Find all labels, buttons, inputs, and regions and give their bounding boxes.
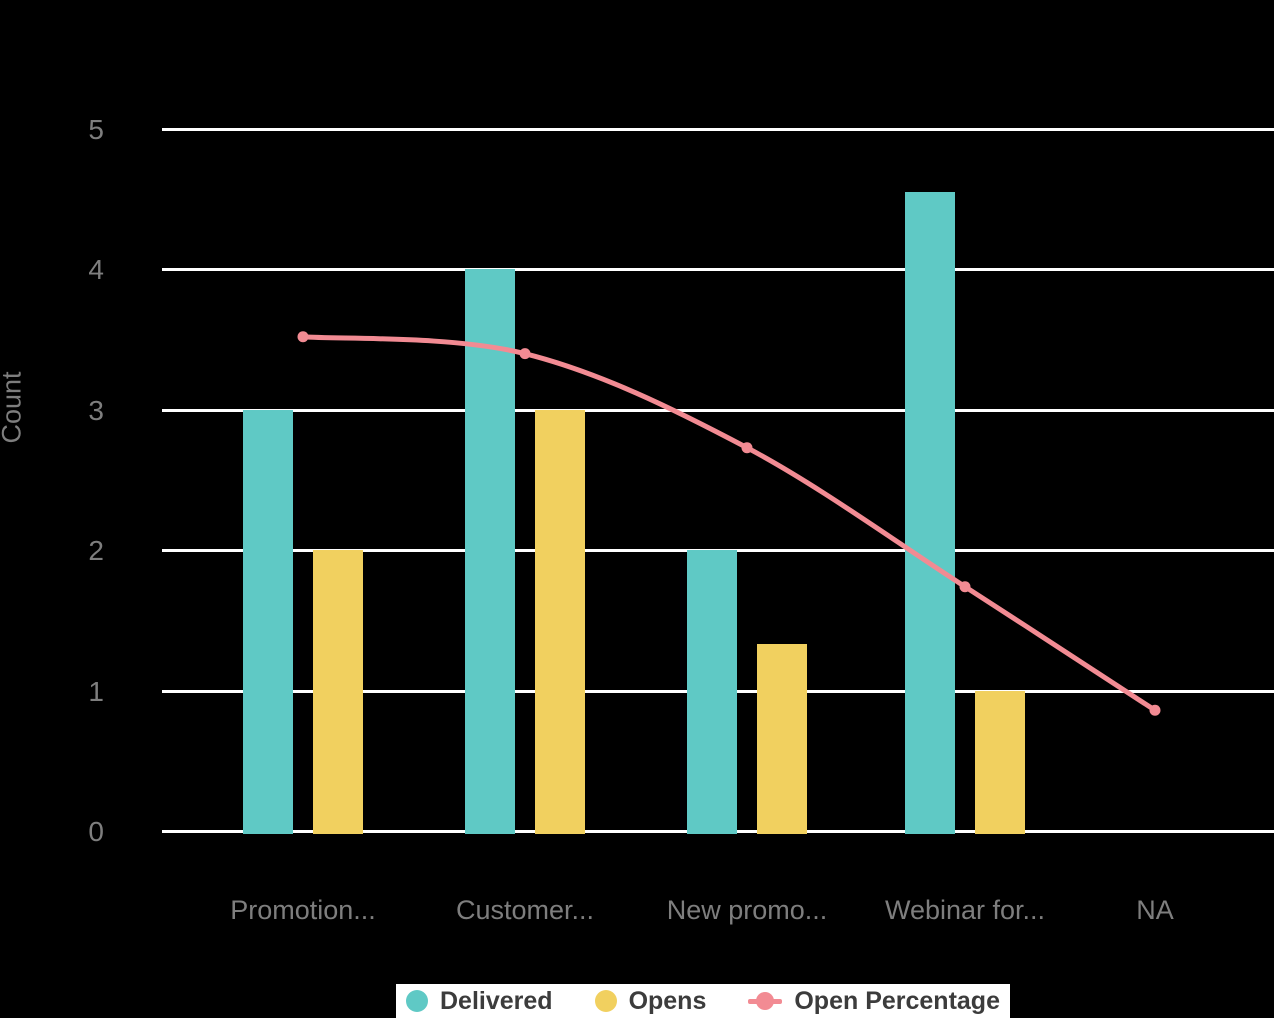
x-tick-promotion: Promotion...: [230, 895, 376, 925]
x-tick-customer: Customer...: [455, 895, 595, 925]
bar-delivered-customer[interactable]: [465, 269, 515, 834]
point-open-percentage-new-promo[interactable]: [741, 442, 753, 454]
y-tick-3: 3: [88, 394, 104, 426]
legend: Delivered Opens Open Percentage: [396, 984, 1010, 1018]
y-tick-0: 0: [88, 816, 104, 847]
point-open-percentage-na[interactable]: [1149, 704, 1161, 716]
line-open-percentage: [302, 334, 1157, 713]
point-open-percentage-promotion[interactable]: [297, 331, 309, 343]
legend-swatch-opens: [594, 990, 617, 1012]
point-open-percentage-customer[interactable]: [519, 348, 531, 360]
gridline-5: [162, 128, 1274, 131]
legend-label-opens: Opens: [628, 986, 707, 1015]
y-tick-1: 1: [88, 675, 104, 707]
legend-swatch-delivered: [406, 990, 428, 1012]
legend-item-opens[interactable]: Opens: [594, 986, 707, 1016]
y-tick-4: 4: [88, 254, 104, 286]
legend-label-delivered: Delivered: [440, 986, 553, 1015]
bar-delivered-new-promo[interactable]: [687, 550, 737, 834]
x-tick-webinar-for: Webinar for...: [884, 895, 1046, 925]
bar-opens-promotion[interactable]: [313, 550, 363, 834]
x-tick-new-promo: New promo...: [666, 895, 828, 925]
legend-item-open-percentage[interactable]: Open Percentage: [748, 987, 1000, 1016]
gridline-4: [162, 268, 1274, 272]
y-tick-5: 5: [88, 114, 104, 145]
gridline-3: [162, 408, 1274, 412]
bar-opens-new-promo[interactable]: [757, 644, 807, 834]
legend-label-open-percentage: Open Percentage: [794, 986, 1000, 1015]
bar-delivered-webinar-for[interactable]: [905, 192, 955, 834]
legend-item-delivered[interactable]: Delivered: [406, 987, 553, 1016]
bar-opens-webinar-for[interactable]: [975, 690, 1025, 834]
bar-opens-customer[interactable]: [535, 409, 585, 834]
bar-delivered-promotion[interactable]: [243, 409, 293, 834]
legend-line-swatch-open-percentage: [748, 992, 783, 1010]
y-tick-2: 2: [88, 535, 104, 567]
point-open-percentage-webinar-for[interactable]: [959, 581, 971, 593]
x-tick-na: NA: [1136, 895, 1174, 925]
